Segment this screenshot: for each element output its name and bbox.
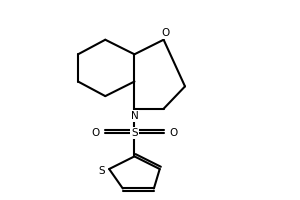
Text: S: S xyxy=(131,128,138,138)
Text: S: S xyxy=(98,166,105,176)
Text: N: N xyxy=(130,111,138,121)
Text: O: O xyxy=(169,128,178,138)
Text: O: O xyxy=(161,28,170,38)
Text: O: O xyxy=(92,128,100,138)
